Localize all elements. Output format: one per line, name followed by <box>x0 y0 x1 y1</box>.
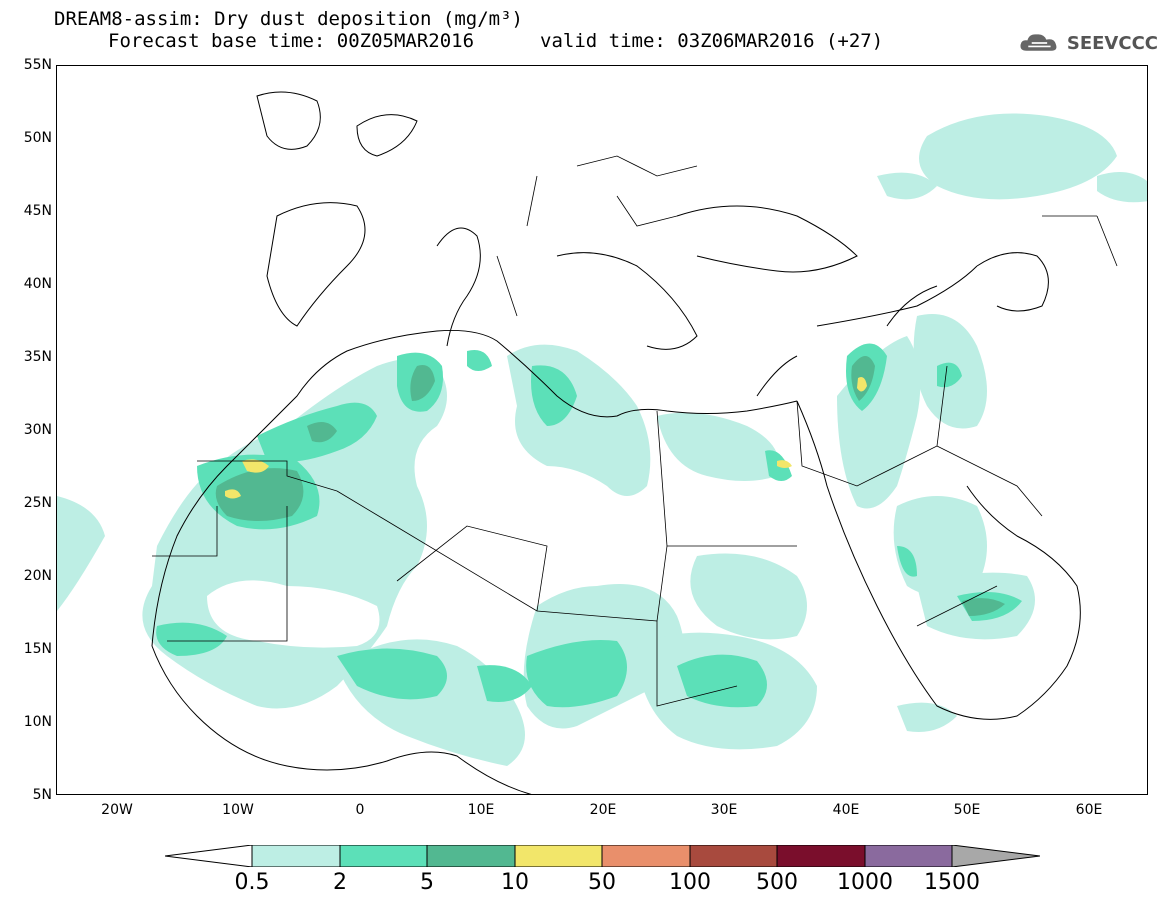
colorbar-segment <box>426 845 516 867</box>
cloud-logo-icon <box>1020 34 1057 51</box>
deposition-level-10 <box>225 377 867 499</box>
lon-label: 20E <box>589 802 617 818</box>
colorbar-label: 1500 <box>924 870 980 895</box>
lat-label: 5N <box>32 787 52 803</box>
lon-label: 20W <box>101 802 133 818</box>
colorbar-label: 0.5 <box>234 870 270 895</box>
deposition-level-5 <box>215 356 1005 616</box>
lon-label: 10W <box>222 802 254 818</box>
colorbar-label: 10 <box>501 870 529 895</box>
lon-label: 40E <box>832 802 860 818</box>
map-area <box>56 65 1148 795</box>
lat-label: 25N <box>23 495 52 511</box>
seevccc-logo: SEEVCCC <box>1018 26 1158 60</box>
colorbar-label: 1000 <box>837 870 893 895</box>
colorbar-high-triangle <box>951 845 1040 867</box>
colorbar-label: 5 <box>420 870 434 895</box>
lon-label: 30E <box>710 802 738 818</box>
map-title: DREAM8-assim: Dry dust deposition (mg/m³… <box>54 8 523 30</box>
lat-label: 10N <box>23 714 52 730</box>
lat-label: 15N <box>23 641 52 657</box>
lat-label: 30N <box>23 422 52 438</box>
logo-text: SEEVCCC <box>1066 32 1158 54</box>
lon-label: 60E <box>1075 802 1103 818</box>
lat-label: 45N <box>23 203 52 219</box>
colorbar-label: 500 <box>756 870 798 895</box>
colorbar-segment <box>864 845 953 867</box>
colorbar-segment <box>339 845 428 867</box>
colorbar-label: 100 <box>669 870 711 895</box>
country-borders <box>152 155 1118 707</box>
lon-label: 0 <box>355 802 365 818</box>
lat-label: 55N <box>23 57 52 73</box>
map-subtitle: Forecast base time: 00Z05MAR2016 valid t… <box>54 31 883 91</box>
valid-time-label: valid time: 03Z06MAR2016 (+27) <box>540 30 884 52</box>
coastlines <box>151 91 1081 794</box>
lon-label: 10E <box>467 802 495 818</box>
lat-label: 35N <box>23 349 52 365</box>
colorbar-segment <box>601 845 691 867</box>
lat-label: 50N <box>23 130 52 146</box>
colorbar-low-triangle <box>165 845 253 867</box>
colorbar-segment <box>514 845 603 867</box>
lat-label: 40N <box>23 276 52 292</box>
lat-label: 20N <box>23 568 52 584</box>
colorbar-segment <box>776 845 866 867</box>
colorbar-segment <box>251 845 341 867</box>
colorbar-label: 50 <box>588 870 616 895</box>
colorbar <box>165 845 1040 867</box>
colorbar-segment <box>689 845 778 867</box>
base-time-label: Forecast base time: 00Z05MAR2016 <box>108 30 475 52</box>
dust-map <box>57 91 1147 794</box>
colorbar-label: 2 <box>333 870 347 895</box>
lon-label: 50E <box>953 802 981 818</box>
